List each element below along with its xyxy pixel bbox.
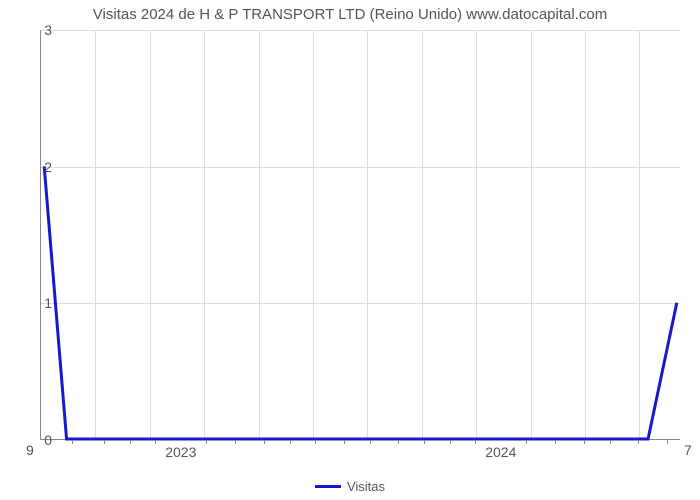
x-minor-tick	[584, 440, 585, 444]
x-minor-tick	[104, 440, 105, 444]
x-minor-tick	[555, 440, 556, 444]
legend: Visitas	[0, 479, 700, 494]
x-minor-tick	[235, 440, 236, 444]
chart-title: Visitas 2024 de H & P TRANSPORT LTD (Rei…	[0, 6, 700, 23]
x-minor-tick	[398, 440, 399, 444]
corner-left-label: 9	[26, 442, 34, 458]
x-minor-tick	[264, 440, 265, 444]
x-minor-tick	[450, 440, 451, 444]
y-tick-label: 1	[32, 295, 52, 311]
legend-label: Visitas	[347, 479, 385, 494]
x-minor-tick	[667, 440, 668, 444]
x-minor-tick	[72, 440, 73, 444]
legend-swatch	[315, 485, 341, 488]
x-minor-tick	[370, 440, 371, 444]
x-tick-label: 2024	[485, 444, 516, 460]
x-minor-tick	[344, 440, 345, 444]
x-minor-tick	[130, 440, 131, 444]
chart-container: Visitas 2024 de H & P TRANSPORT LTD (Rei…	[0, 0, 700, 500]
x-minor-tick	[638, 440, 639, 444]
plot-area	[40, 30, 680, 440]
x-minor-tick	[315, 440, 316, 444]
x-minor-tick	[206, 440, 207, 444]
x-minor-tick	[424, 440, 425, 444]
y-tick-label: 3	[32, 22, 52, 38]
line-series	[41, 30, 680, 439]
x-minor-tick	[526, 440, 527, 444]
x-minor-tick	[290, 440, 291, 444]
x-minor-tick	[155, 440, 156, 444]
corner-right-label: 7	[684, 442, 692, 458]
y-tick-label: 0	[32, 432, 52, 448]
x-minor-tick	[475, 440, 476, 444]
x-tick-label: 2023	[165, 444, 196, 460]
x-minor-tick	[610, 440, 611, 444]
y-tick-label: 2	[32, 159, 52, 175]
